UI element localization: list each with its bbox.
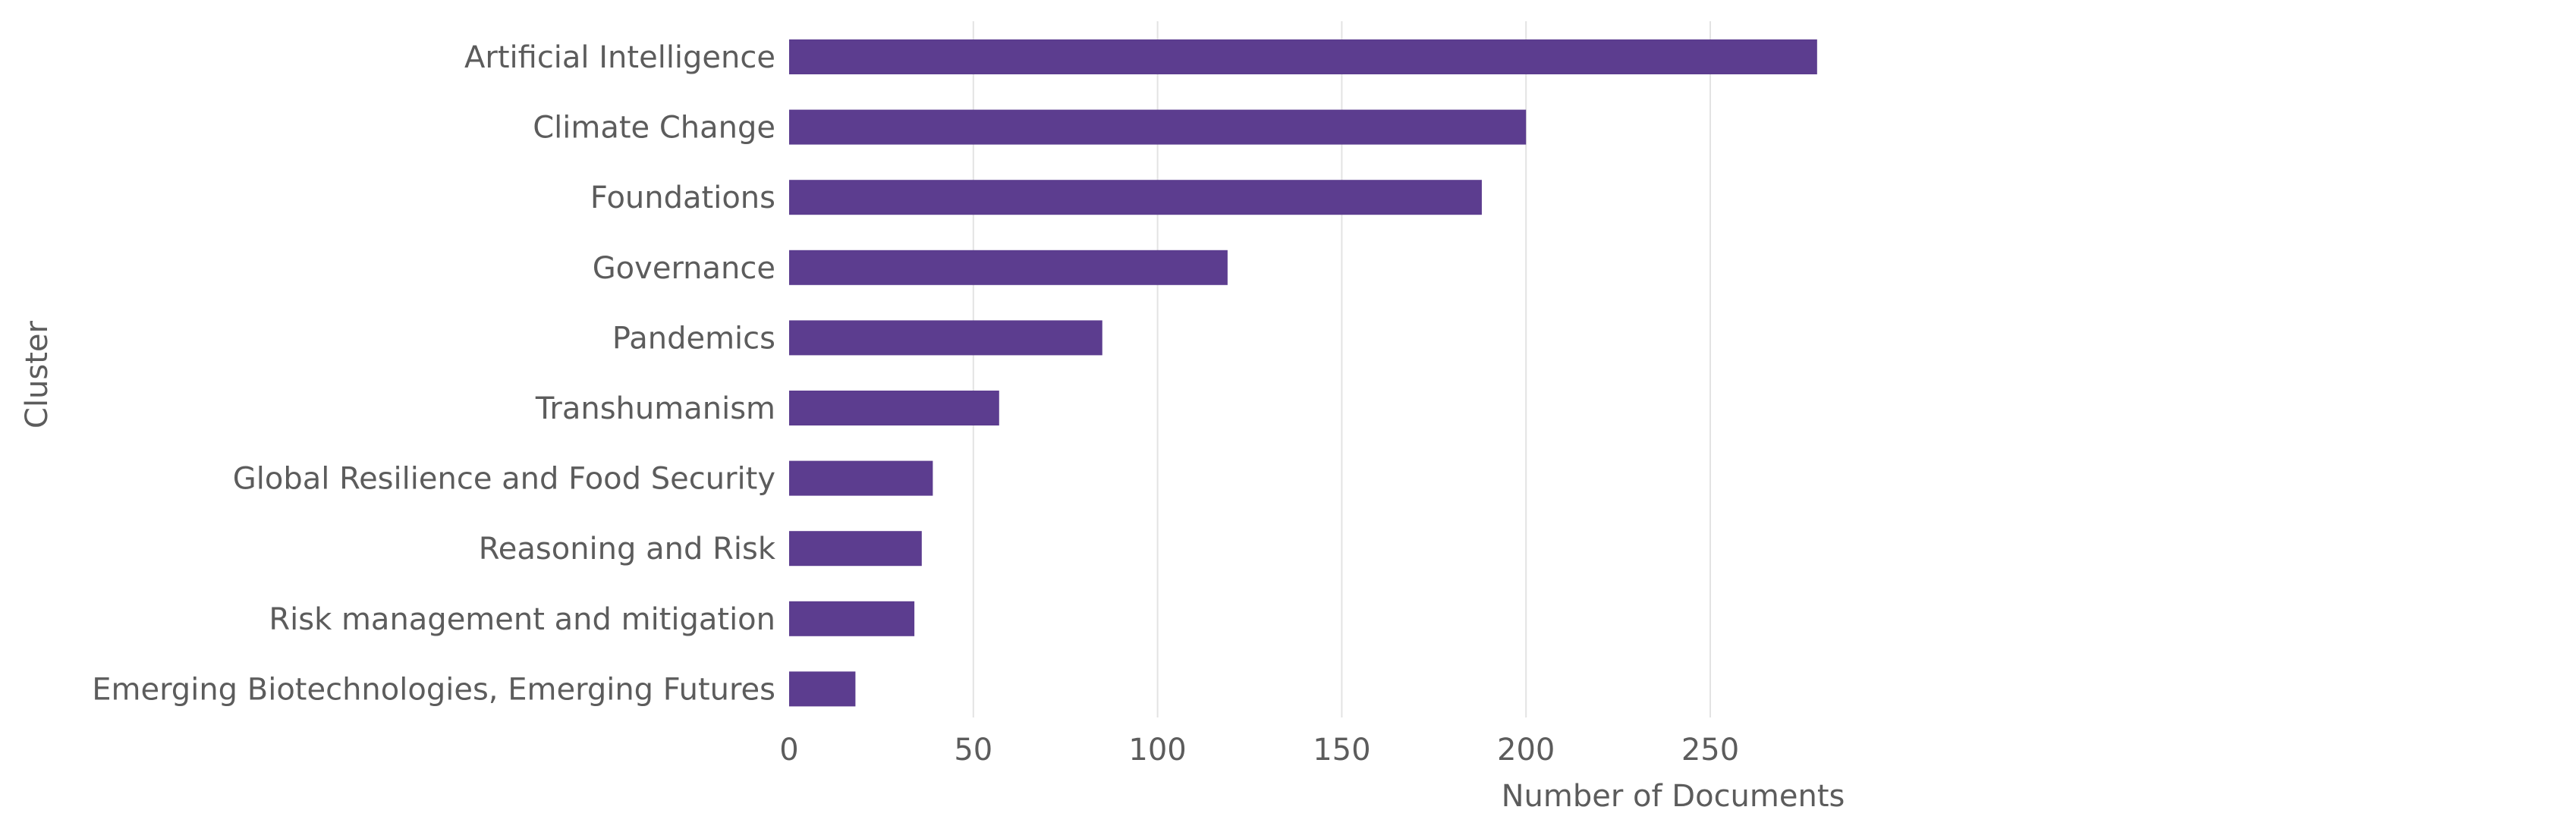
bar: [789, 250, 1228, 285]
x-tick-label: 150: [1313, 733, 1370, 768]
x-axis-title: Number of Documents: [1502, 779, 1845, 814]
x-tick-labels: 0 50 100 150 200 250: [779, 733, 1739, 768]
category-label: Governance: [593, 251, 775, 286]
bar: [789, 601, 915, 636]
category-label: Risk management and mitigation: [269, 602, 775, 637]
bar: [789, 180, 1482, 215]
bar: [789, 320, 1102, 356]
category-label: Emerging Biotechnologies, Emerging Futur…: [92, 672, 775, 707]
category-label: Climate Change: [533, 111, 775, 146]
y-axis-title: Cluster: [20, 320, 55, 429]
x-tick-label: 0: [779, 733, 798, 768]
category-label: Artificial Intelligence: [464, 40, 775, 75]
x-tick-label: 50: [954, 733, 992, 768]
category-label: Reasoning and Risk: [479, 532, 776, 567]
x-tick-label: 100: [1128, 733, 1186, 768]
category-label: Foundations: [590, 181, 775, 215]
bar: [789, 109, 1527, 145]
category-label: Transhumanism: [535, 391, 775, 426]
bar: [789, 391, 999, 425]
bar: [789, 39, 1817, 74]
bar: [789, 531, 922, 567]
category-labels: Artificial Intelligence Climate Change Fou…: [92, 40, 776, 707]
category-label: Pandemics: [612, 321, 775, 356]
x-tick-label: 200: [1497, 733, 1555, 768]
bar: [789, 460, 933, 496]
x-tick-label: 250: [1681, 733, 1739, 768]
category-label: Global Resilience and Food Security: [233, 462, 775, 497]
bar: [789, 671, 856, 707]
bars: [789, 39, 1817, 707]
